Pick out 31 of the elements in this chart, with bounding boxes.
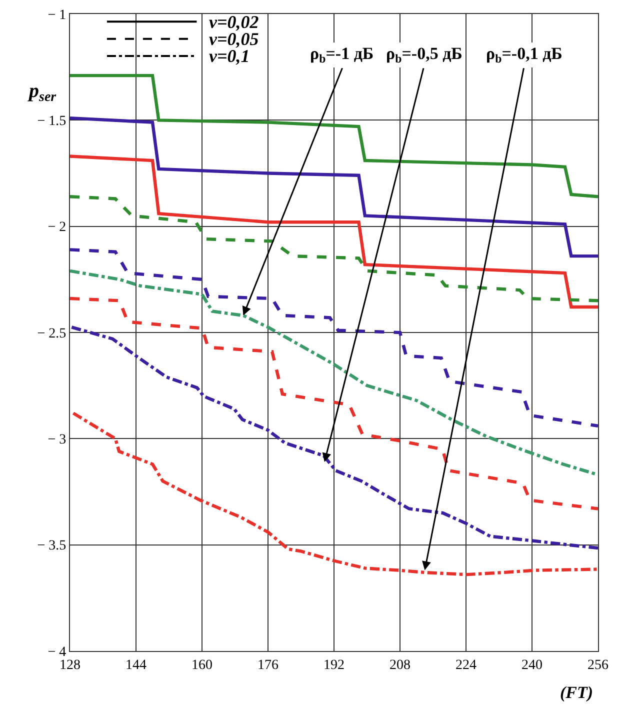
y-tick-label: − 4 [48,644,66,660]
line-series [70,326,598,550]
x-tick-label: 128 [60,658,80,673]
legend-label: v=0,02 [209,12,259,32]
x-tick-label: 176 [258,658,278,673]
x-tick-label: 224 [456,658,476,673]
line-series [70,74,598,198]
y-tick-label: − 2.5 [37,326,66,342]
line-series [70,296,598,510]
x-tick-label: 144 [126,658,146,673]
x-tick-label: 192 [324,658,344,673]
y-axis-title: p$_{ser}$ [27,80,57,106]
line-series [70,154,598,309]
y-tick-label: − 1 [48,8,66,23]
y-tick-label: − 3.5 [37,538,66,554]
y-tick-label: − 1.5 [37,114,66,130]
line-series [70,248,598,428]
y-tick-label: − 2 [48,220,66,236]
line-series [70,195,598,302]
annotation: ρ$_{b}$=-0,1 дБ [486,44,562,66]
annotation: ρ$_{b}$=-1 дБ [310,44,374,66]
x-tick-label: 208 [390,658,410,673]
annotation: ρ$_{b}$=-0,5 дБ [386,44,462,66]
x-axis-title: (FT) [560,683,594,702]
line-series [70,269,598,476]
x-tick-label: 256 [588,658,608,673]
x-tick-label: 160 [192,658,212,673]
y-tick-label: − 3 [48,432,66,448]
x-tick-label: 240 [522,658,542,673]
line-series [70,116,598,258]
line-series [72,412,598,576]
